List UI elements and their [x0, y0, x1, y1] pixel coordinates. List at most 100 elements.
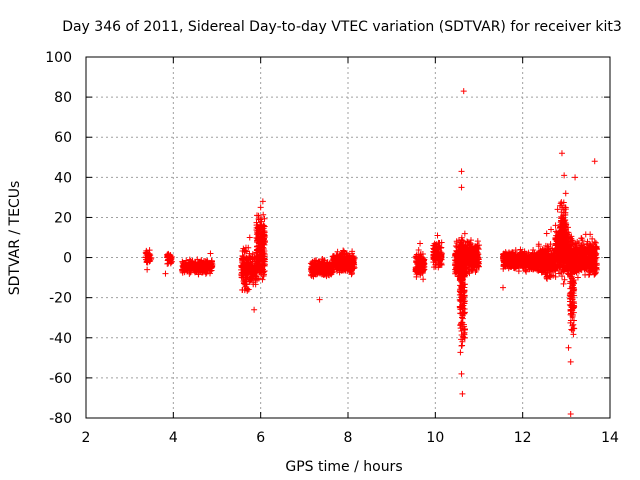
data-point	[461, 230, 468, 237]
data-point	[247, 268, 254, 275]
data-point	[258, 247, 265, 254]
data-point	[241, 247, 248, 254]
data-point	[201, 258, 208, 265]
data-point	[207, 250, 214, 257]
data-point	[168, 258, 175, 265]
data-point	[543, 230, 550, 237]
data-point	[412, 268, 419, 275]
data-point	[417, 240, 424, 247]
data-point	[337, 261, 344, 268]
data-point	[248, 275, 255, 282]
x-tick-label: 14	[601, 430, 619, 446]
data-point	[144, 257, 151, 264]
data-point	[347, 262, 354, 269]
data-point	[436, 239, 443, 246]
data-points	[142, 88, 600, 417]
data-point	[259, 276, 266, 283]
data-point	[457, 349, 464, 356]
x-tick-label: 4	[169, 430, 178, 446]
data-point	[326, 269, 333, 276]
data-point	[254, 224, 261, 231]
data-point	[347, 257, 354, 264]
data-point	[256, 253, 263, 260]
data-point	[334, 248, 341, 255]
data-point	[558, 150, 565, 157]
data-point	[333, 258, 340, 265]
data-point	[250, 281, 257, 288]
data-point	[189, 257, 196, 264]
data-point	[434, 247, 441, 254]
data-point	[438, 244, 445, 251]
x-axis-title: GPS time / hours	[285, 459, 402, 475]
data-point	[458, 184, 465, 191]
data-point	[340, 247, 347, 254]
data-point	[345, 253, 352, 260]
data-point	[567, 358, 574, 365]
data-point	[261, 255, 268, 262]
data-point	[474, 238, 481, 245]
data-point	[261, 232, 268, 239]
data-point	[257, 249, 264, 256]
data-point	[500, 284, 507, 291]
data-point	[333, 252, 340, 259]
data-point	[431, 251, 438, 258]
y-tick-label: -40	[49, 331, 72, 347]
data-point	[181, 266, 188, 273]
data-point	[257, 244, 264, 251]
data-point	[164, 251, 171, 258]
y-tick-label: 0	[63, 251, 72, 267]
data-point	[413, 258, 420, 265]
data-point	[260, 222, 267, 229]
data-point	[182, 261, 189, 268]
data-point	[460, 88, 467, 95]
data-point	[261, 215, 268, 222]
data-point	[567, 410, 574, 417]
data-point	[255, 215, 262, 222]
y-tick-label: 100	[45, 50, 72, 66]
data-point	[315, 258, 322, 265]
y-tick-label: -20	[49, 291, 72, 307]
data-point	[458, 370, 465, 377]
y-tick-label: 40	[54, 170, 72, 186]
y-tick-label: -60	[49, 371, 72, 387]
data-point	[420, 257, 427, 264]
data-point	[247, 255, 254, 262]
data-point	[342, 264, 349, 271]
data-point	[572, 174, 579, 181]
x-tick-label: 6	[256, 430, 265, 446]
data-point	[415, 253, 422, 260]
data-point	[434, 255, 441, 262]
data-point	[560, 280, 567, 287]
data-point	[415, 246, 422, 253]
data-point	[255, 239, 262, 246]
data-point	[251, 306, 258, 313]
data-point	[201, 263, 208, 270]
data-point	[257, 267, 264, 274]
data-point	[330, 255, 337, 262]
x-tick-label: 2	[82, 430, 91, 446]
data-point	[241, 281, 248, 288]
data-point	[259, 240, 266, 247]
data-point	[349, 248, 356, 255]
data-point	[190, 265, 197, 272]
data-point	[431, 264, 438, 271]
data-point	[435, 243, 442, 250]
data-point	[591, 158, 598, 165]
data-point	[206, 262, 213, 269]
data-point	[239, 255, 246, 262]
data-point	[246, 234, 253, 241]
data-point	[321, 270, 328, 277]
grid	[86, 57, 610, 418]
data-point	[309, 264, 316, 271]
data-point	[565, 344, 572, 351]
data-point	[242, 244, 249, 251]
data-point	[250, 265, 257, 272]
data-point	[242, 271, 249, 278]
data-point	[339, 251, 346, 258]
data-point	[254, 276, 261, 283]
data-point	[562, 190, 569, 197]
data-point	[204, 267, 211, 274]
y-tick-label: 20	[54, 210, 72, 226]
data-point	[458, 168, 465, 175]
